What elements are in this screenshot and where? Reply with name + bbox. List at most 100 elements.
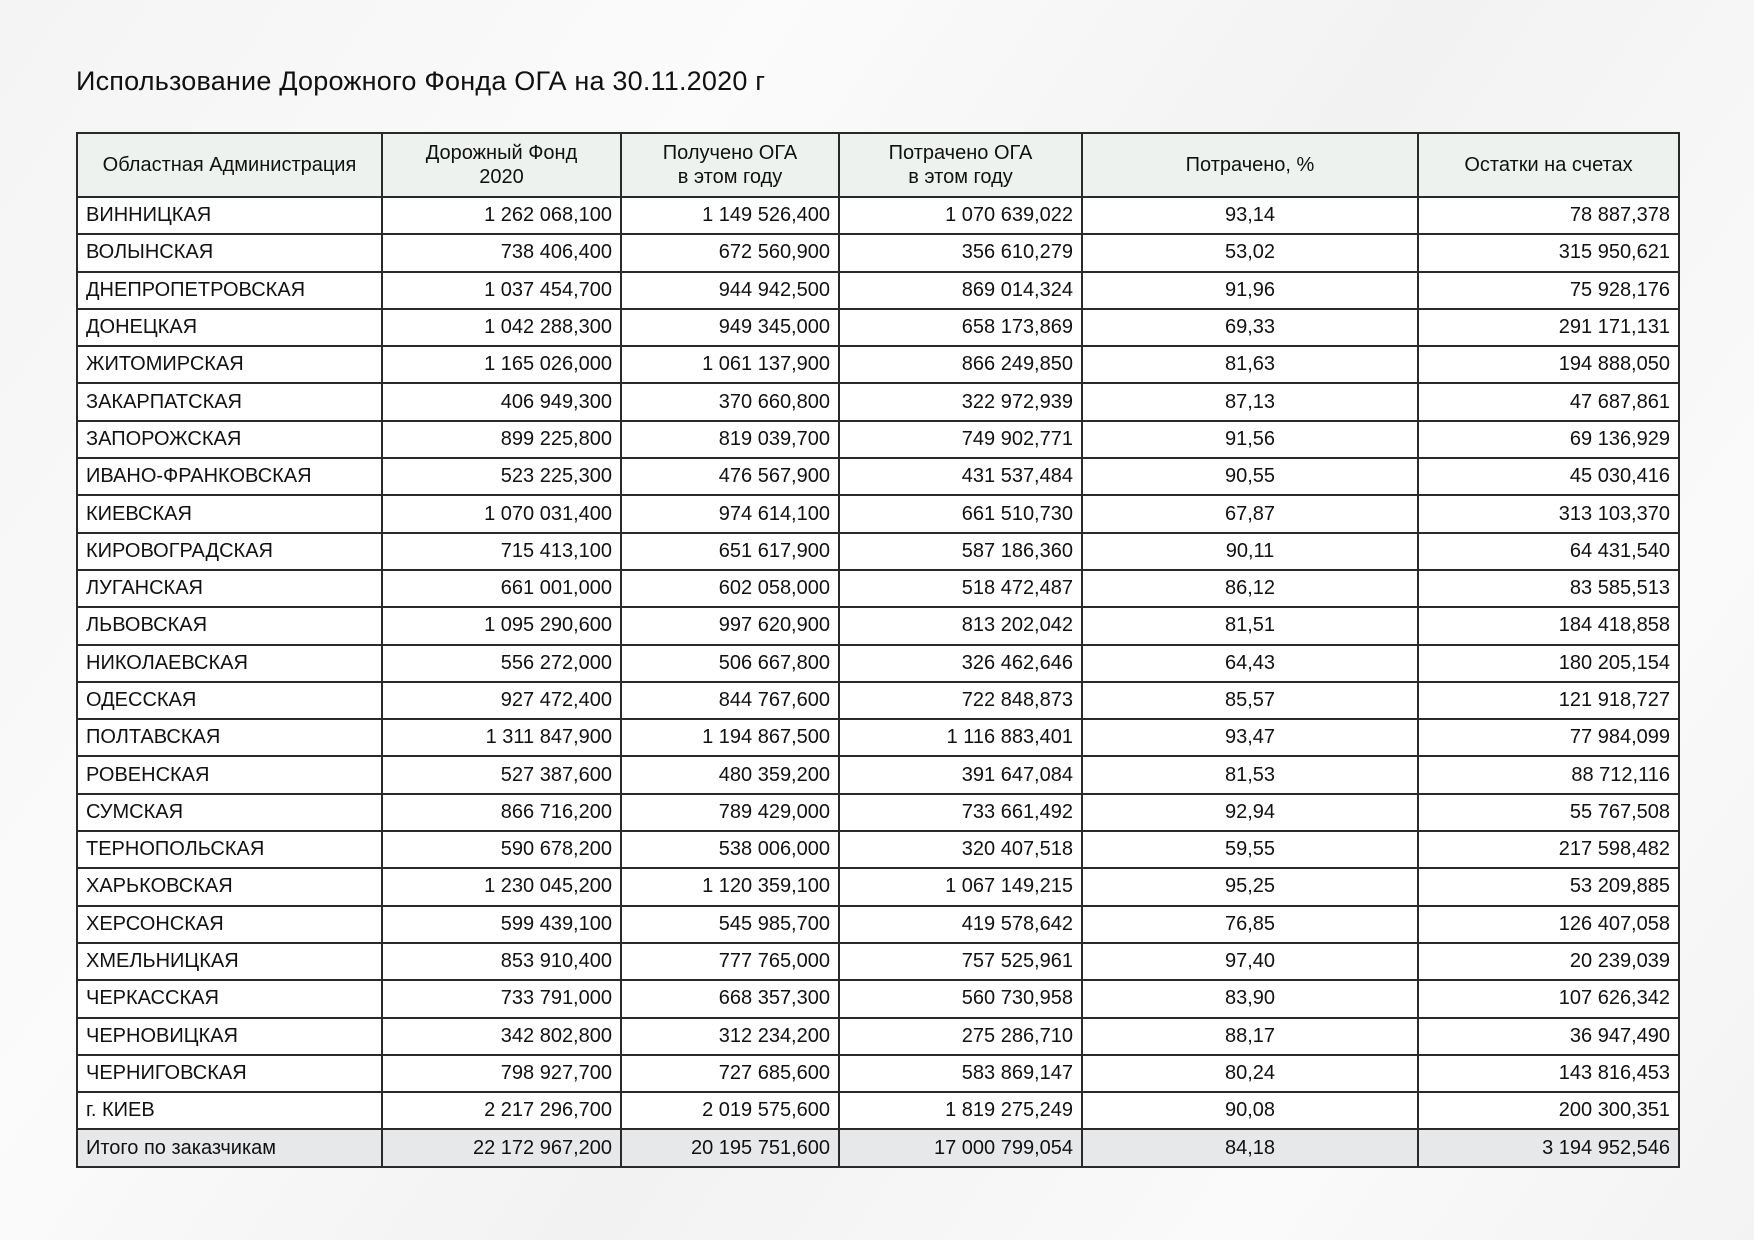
table-cell: 90,11 bbox=[1081, 531, 1419, 571]
table-cell: 927 472,400 bbox=[381, 680, 622, 721]
table-cell: 527 387,600 bbox=[381, 755, 622, 795]
table-cell: 651 617,900 bbox=[620, 531, 840, 571]
table-cell: КИЕВСКАЯ bbox=[76, 494, 383, 534]
table-cell: 391 647,084 bbox=[838, 755, 1083, 795]
table-cell: 55 767,508 bbox=[1417, 792, 1680, 833]
table-row: СУМСКАЯ 866 716,200 789 429,000 733 661,492… bbox=[76, 792, 1680, 833]
table-cell: 88,17 bbox=[1081, 1016, 1419, 1056]
table-cell: 1 230 045,200 bbox=[381, 867, 622, 907]
table-cell: 556 272,000 bbox=[381, 643, 622, 683]
table-cell: 777 765,000 bbox=[620, 941, 840, 982]
table-cell: 313 103,370 bbox=[1417, 494, 1680, 534]
table-cell: 91,56 bbox=[1081, 419, 1419, 460]
table-cell: ЗАПОРОЖСКАЯ bbox=[76, 419, 383, 460]
table-row: г. КИЕВ 2 217 296,700 2 019 575,600 1 819 2… bbox=[76, 1091, 1680, 1131]
table-cell: 342 802,800 bbox=[381, 1016, 622, 1056]
table-cell: 997 620,900 bbox=[620, 606, 840, 646]
table-cell: 312 234,200 bbox=[620, 1016, 840, 1056]
table-cell: 1 311 847,900 bbox=[381, 718, 622, 758]
table-cell: 1 194 867,500 bbox=[620, 718, 840, 758]
table-cell: 320 407,518 bbox=[838, 830, 1083, 870]
column-header: Получено ОГА в этом году bbox=[620, 132, 840, 198]
table-cell: ТЕРНОПОЛЬСКАЯ bbox=[76, 830, 383, 870]
table-cell: ДНЕПРОПЕТРОВСКАЯ bbox=[76, 270, 383, 310]
table-cell: 819 039,700 bbox=[620, 419, 840, 460]
table-cell: ЧЕРНИГОВСКАЯ bbox=[76, 1053, 383, 1094]
table-row: ЛЬВОВСКАЯ 1 095 290,600 997 620,900 813 202… bbox=[76, 606, 1680, 646]
table-cell: НИКОЛАЕВСКАЯ bbox=[76, 643, 383, 683]
table-cell: 844 767,600 bbox=[620, 680, 840, 721]
table-cell: 107 626,342 bbox=[1417, 979, 1680, 1019]
table-cell: 722 848,873 bbox=[838, 680, 1083, 721]
table-cell: 87,13 bbox=[1081, 382, 1419, 422]
table-cell: 1 070 031,400 bbox=[381, 494, 622, 534]
table-row: КИРОВОГРАДСКАЯ 715 413,100 651 617,900 587 … bbox=[76, 531, 1680, 571]
table-cell: 291 171,131 bbox=[1417, 307, 1680, 348]
table-row: ЛУГАНСКАЯ 661 001,000 602 058,000 518 472,4… bbox=[76, 568, 1680, 609]
table-cell: 749 902,771 bbox=[838, 419, 1083, 460]
table-cell: 217 598,482 bbox=[1417, 830, 1680, 870]
table-row: ДНЕПРОПЕТРОВСКАЯ 1 037 454,700 944 942,500… bbox=[76, 270, 1680, 310]
table-cell: 83,90 bbox=[1081, 979, 1419, 1019]
table-row: РОВЕНСКАЯ 527 387,600 480 359,200 391 647,0… bbox=[76, 755, 1680, 795]
table-cell: ЗАКАРПАТСКАЯ bbox=[76, 382, 383, 422]
table-cell: РОВЕНСКАЯ bbox=[76, 755, 383, 795]
table-cell: 36 947,490 bbox=[1417, 1016, 1680, 1056]
table-cell: 85,57 bbox=[1081, 680, 1419, 721]
table-cell: 180 205,154 bbox=[1417, 643, 1680, 683]
total-cell: 84,18 bbox=[1081, 1128, 1419, 1168]
table-row: ВИННИЦКАЯ 1 262 068,100 1 149 526,400 1 070… bbox=[76, 195, 1680, 236]
column-header: Потрачено, % bbox=[1081, 132, 1419, 198]
table-row: ВОЛЫНСКАЯ 738 406,400 672 560,900 356 610,2… bbox=[76, 233, 1680, 273]
table-cell: 538 006,000 bbox=[620, 830, 840, 870]
table-row: ОДЕССКАЯ 927 472,400 844 767,600 722 848,87… bbox=[76, 680, 1680, 721]
table-cell: 602 058,000 bbox=[620, 568, 840, 609]
table-cell: 64,43 bbox=[1081, 643, 1419, 683]
table-row: ХАРЬКОВСКАЯ 1 230 045,200 1 120 359,100 1 0… bbox=[76, 867, 1680, 907]
table-cell: 668 357,300 bbox=[620, 979, 840, 1019]
table-cell: ДОНЕЦКАЯ bbox=[76, 307, 383, 348]
table-row: ИВАНО-ФРАНКОВСКАЯ 523 225,300 476 567,900 4… bbox=[76, 457, 1680, 497]
table-row: НИКОЛАЕВСКАЯ 556 272,000 506 667,800 326 46… bbox=[76, 643, 1680, 683]
column-header: Областная Администрация bbox=[76, 132, 383, 198]
table-cell: 590 678,200 bbox=[381, 830, 622, 870]
table-cell: ЧЕРКАССКАЯ bbox=[76, 979, 383, 1019]
total-cell: 20 195 751,600 bbox=[620, 1128, 840, 1168]
table-cell: 757 525,961 bbox=[838, 941, 1083, 982]
total-cell: 22 172 967,200 bbox=[381, 1128, 622, 1168]
table-cell: 200 300,351 bbox=[1417, 1091, 1680, 1131]
column-header: Остатки на счетах bbox=[1417, 132, 1680, 198]
table-cell: 90,08 bbox=[1081, 1091, 1419, 1131]
table-cell: 53 209,885 bbox=[1417, 867, 1680, 907]
table-cell: 733 791,000 bbox=[381, 979, 622, 1019]
title: Использование Дорожного Фонда ОГА на 30.… bbox=[76, 66, 766, 96]
table-row: ТЕРНОПОЛЬСКАЯ 590 678,200 538 006,000 320 4… bbox=[76, 830, 1680, 870]
table-row: КИЕВСКАЯ 1 070 031,400 974 614,100 661 510,… bbox=[76, 494, 1680, 534]
table-cell: 47 687,861 bbox=[1417, 382, 1680, 422]
table-cell: 93,14 bbox=[1081, 195, 1419, 236]
table-cell: г. КИЕВ bbox=[76, 1091, 383, 1131]
table-row: ЧЕРНИГОВСКАЯ 798 927,700 727 685,600 583 86… bbox=[76, 1053, 1680, 1094]
table-cell: 126 407,058 bbox=[1417, 904, 1680, 944]
table-cell: 326 462,646 bbox=[838, 643, 1083, 683]
table-row: ЖИТОМИРСКАЯ 1 165 026,000 1 061 137,900 866… bbox=[76, 345, 1680, 385]
table-cell: 81,53 bbox=[1081, 755, 1419, 795]
table-cell: 275 286,710 bbox=[838, 1016, 1083, 1056]
table-cell: 53,02 bbox=[1081, 233, 1419, 273]
table-cell: 523 225,300 bbox=[381, 457, 622, 497]
table-cell: 715 413,100 bbox=[381, 531, 622, 571]
table-cell: 949 345,000 bbox=[620, 307, 840, 348]
table-row: ЧЕРКАССКАЯ 733 791,000 668 357,300 560 730,… bbox=[76, 979, 1680, 1019]
table-cell: 93,47 bbox=[1081, 718, 1419, 758]
table-cell: 560 730,958 bbox=[838, 979, 1083, 1019]
table-cell: 480 359,200 bbox=[620, 755, 840, 795]
table-cell: 75 928,176 bbox=[1417, 270, 1680, 310]
table-cell: 1 149 526,400 bbox=[620, 195, 840, 236]
table-cell: 587 186,360 bbox=[838, 531, 1083, 571]
table-cell: 92,94 bbox=[1081, 792, 1419, 833]
table-cell: 45 030,416 bbox=[1417, 457, 1680, 497]
table-cell: КИРОВОГРАДСКАЯ bbox=[76, 531, 383, 571]
table-cell: 184 418,858 bbox=[1417, 606, 1680, 646]
table-cell: 1 067 149,215 bbox=[838, 867, 1083, 907]
